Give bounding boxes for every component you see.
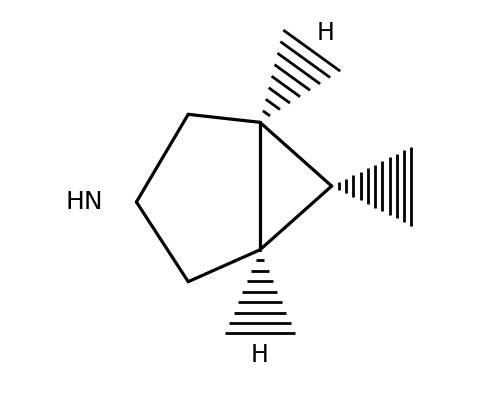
Text: H: H bbox=[317, 21, 335, 45]
Text: HN: HN bbox=[66, 190, 103, 214]
Text: H: H bbox=[251, 343, 269, 367]
